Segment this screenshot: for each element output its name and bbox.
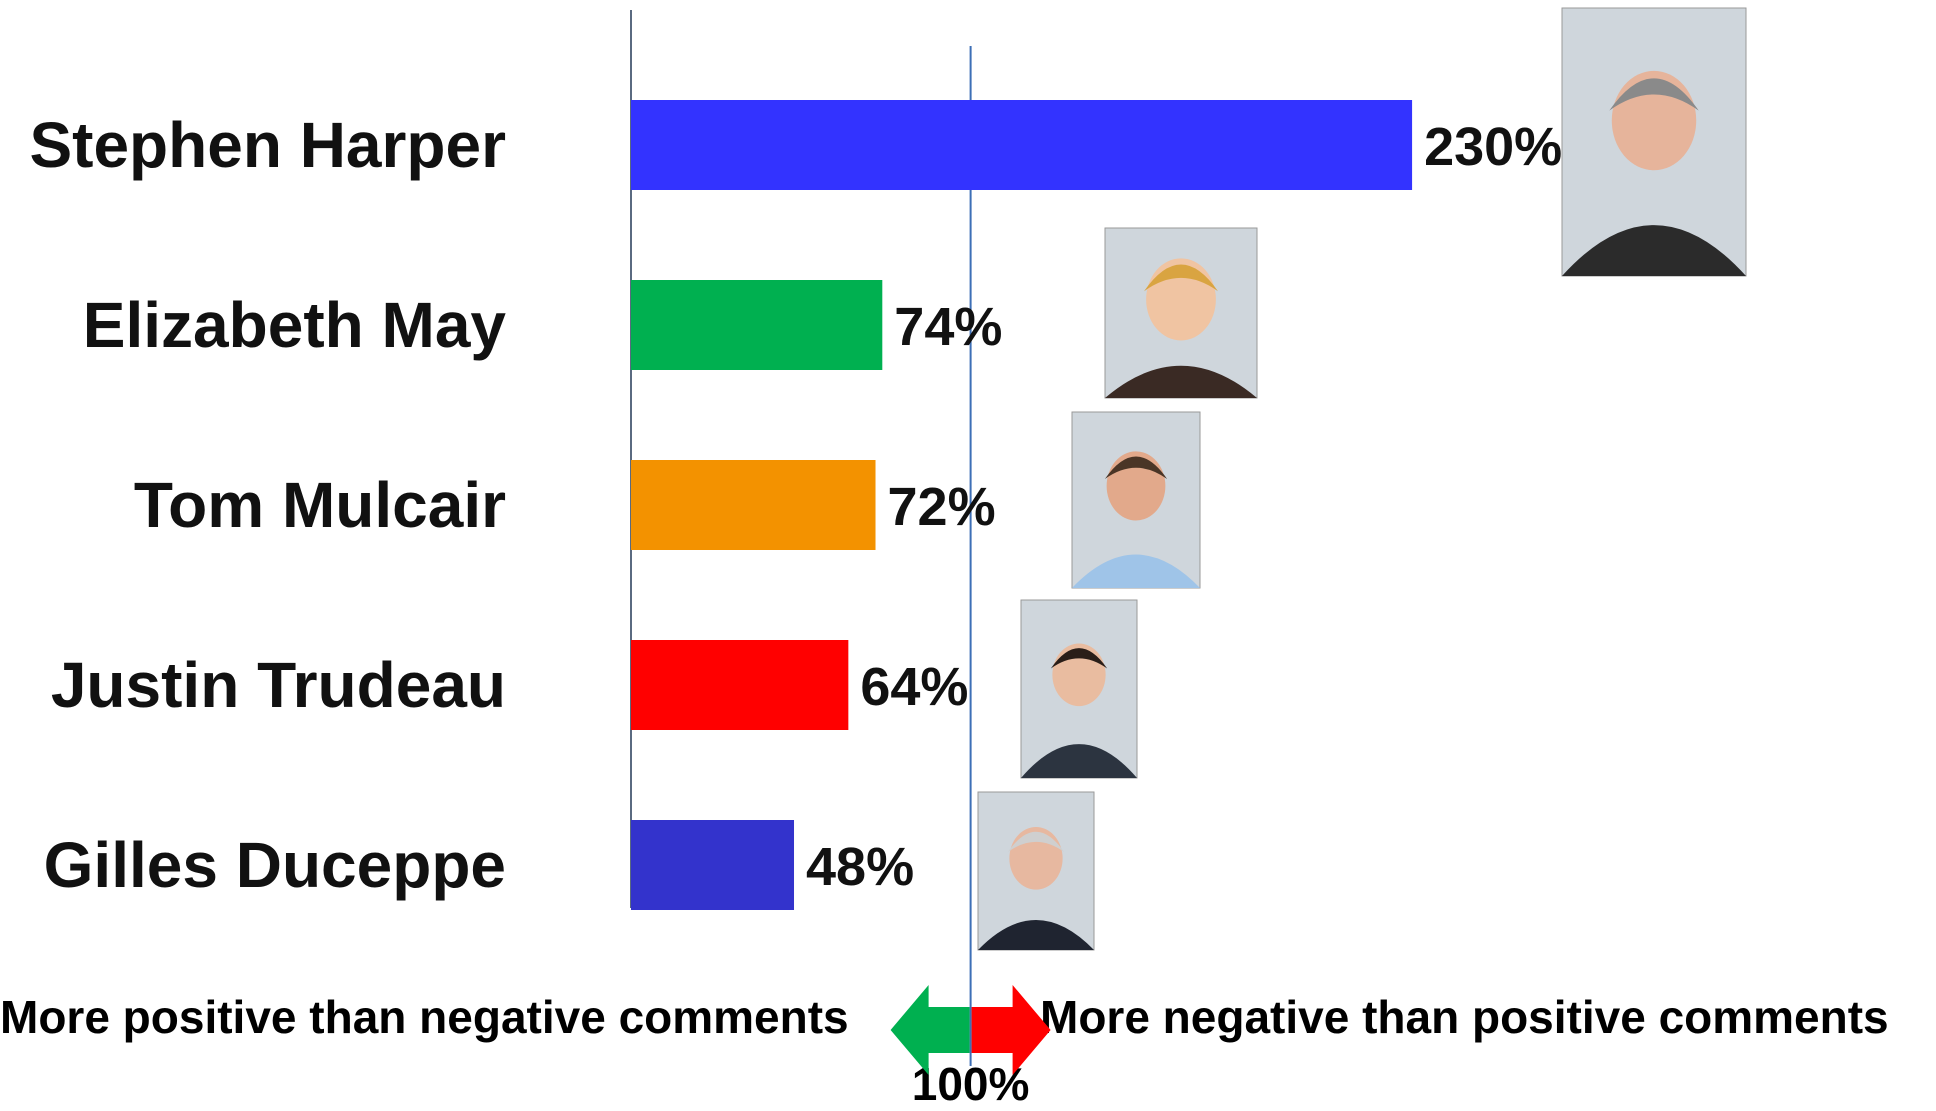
category-label-elizabeth-may: Elizabeth May [83, 289, 507, 361]
negative-direction-arrow [971, 985, 1051, 1075]
negative-comments-caption: More negative than positive comments [1040, 991, 1889, 1043]
value-label-elizabeth-may: 74% [894, 297, 1002, 357]
portrait-elizabeth-may [1104, 227, 1258, 399]
bar-tom-mulcair [631, 460, 876, 550]
portrait-justin-trudeau [1020, 599, 1138, 779]
category-label-justin-trudeau: Justin Trudeau [51, 649, 506, 721]
portrait-gilles-duceppe [977, 791, 1095, 951]
bar-gilles-duceppe [631, 820, 795, 910]
value-label-stephen-harper: 230% [1424, 117, 1562, 177]
value-label-gilles-duceppe: 48% [806, 837, 914, 897]
positive-comments-caption: More positive than negative comments [0, 991, 849, 1043]
value-label-tom-mulcair: 72% [888, 477, 996, 537]
portrait-stephen-harper [1561, 7, 1747, 277]
bar-elizabeth-may [631, 280, 883, 370]
positive-direction-arrow [890, 985, 970, 1075]
value-label-justin-trudeau: 64% [860, 657, 968, 717]
reference-100-label: 100% [912, 1058, 1030, 1106]
category-label-stephen-harper: Stephen Harper [29, 109, 506, 181]
bar-justin-trudeau [631, 640, 849, 730]
category-label-tom-mulcair: Tom Mulcair [134, 469, 506, 541]
category-label-gilles-duceppe: Gilles Duceppe [44, 829, 506, 901]
bar-stephen-harper [631, 100, 1413, 190]
portrait-tom-mulcair [1071, 411, 1201, 589]
